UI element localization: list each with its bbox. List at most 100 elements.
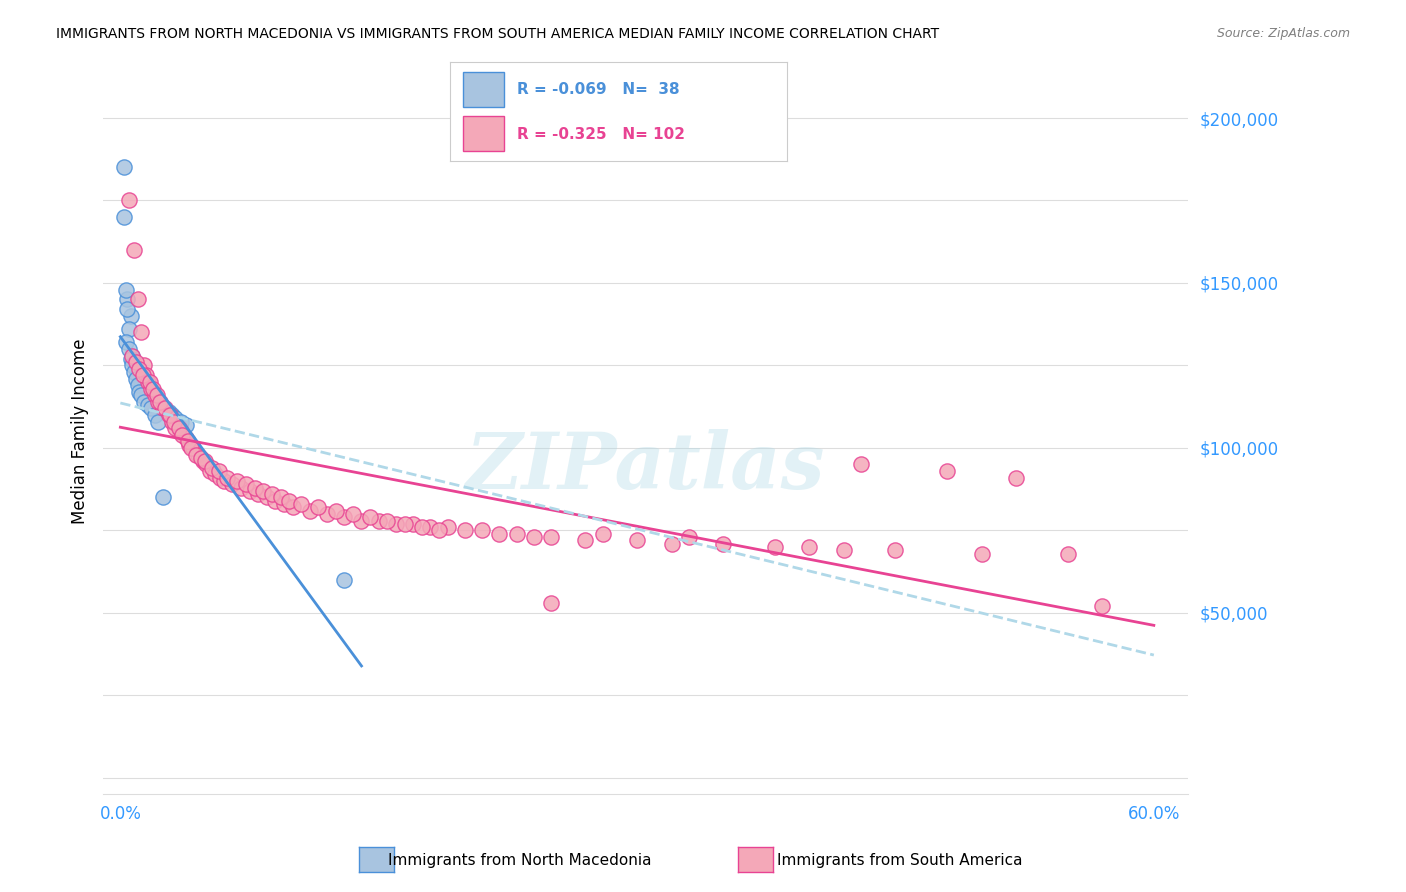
Text: R = -0.069   N=  38: R = -0.069 N= 38	[517, 82, 681, 97]
Point	[427, 524, 450, 538]
Text: IMMIGRANTS FROM NORTH MACEDONIA VS IMMIGRANTS FROM SOUTH AMERICA MEDIAN FAMILY I: IMMIGRANTS FROM NORTH MACEDONIA VS IMMIG…	[56, 27, 939, 41]
Point	[143, 392, 166, 406]
Point	[148, 394, 170, 409]
Point	[149, 394, 172, 409]
Point	[763, 540, 786, 554]
Point	[281, 500, 304, 515]
Point	[367, 514, 389, 528]
Point	[325, 503, 347, 517]
Point	[148, 398, 170, 412]
Bar	[464, 72, 503, 107]
Point	[142, 382, 165, 396]
Point	[1091, 599, 1114, 614]
Point	[1005, 470, 1028, 484]
Point	[121, 359, 143, 373]
Point	[342, 507, 364, 521]
Point	[129, 375, 152, 389]
Point	[270, 491, 292, 505]
Text: Immigrants from South America: Immigrants from South America	[778, 854, 1022, 868]
Point	[307, 500, 329, 515]
Point	[174, 431, 197, 445]
Point	[127, 368, 149, 383]
Point	[125, 355, 148, 369]
Point	[143, 388, 166, 402]
Point	[523, 530, 546, 544]
Point	[128, 361, 150, 376]
Point	[141, 388, 163, 402]
Y-axis label: Median Family Income: Median Family Income	[72, 339, 89, 524]
Point	[122, 355, 145, 369]
Point	[201, 460, 224, 475]
Point	[402, 516, 425, 531]
Point	[970, 547, 993, 561]
Point	[159, 408, 181, 422]
Point	[187, 448, 209, 462]
Point	[247, 487, 270, 501]
Point	[436, 520, 458, 534]
Point	[138, 375, 160, 389]
Point	[235, 477, 257, 491]
Point	[212, 474, 235, 488]
Point	[273, 497, 295, 511]
Point	[181, 441, 204, 455]
Point	[419, 520, 441, 534]
Point	[117, 293, 139, 307]
Point	[1056, 547, 1078, 561]
Point	[217, 470, 239, 484]
Point	[298, 503, 321, 517]
Point	[132, 368, 155, 383]
Point	[394, 516, 416, 531]
Point	[127, 293, 149, 307]
Point	[118, 342, 141, 356]
Point	[172, 427, 194, 442]
Point	[195, 458, 218, 472]
Point	[148, 415, 170, 429]
Point	[375, 514, 398, 528]
Point	[936, 464, 959, 478]
Point	[411, 520, 433, 534]
Point	[112, 210, 135, 224]
Point	[849, 458, 872, 472]
Point	[191, 454, 214, 468]
Point	[121, 349, 143, 363]
Point	[129, 326, 152, 340]
Text: Immigrants from North Macedonia: Immigrants from North Macedonia	[388, 854, 652, 868]
Point	[204, 467, 226, 482]
Point	[221, 477, 243, 491]
Point	[141, 382, 163, 396]
Point	[194, 454, 217, 468]
Point	[135, 368, 157, 383]
Text: Source: ZipAtlas.com: Source: ZipAtlas.com	[1216, 27, 1350, 40]
Point	[488, 526, 510, 541]
Point	[118, 322, 141, 336]
Point	[135, 382, 157, 396]
Point	[661, 536, 683, 550]
Point	[385, 516, 408, 531]
Point	[243, 481, 266, 495]
Point	[180, 441, 202, 455]
Point	[592, 526, 614, 541]
Point	[125, 372, 148, 386]
Point	[152, 401, 174, 416]
Point	[167, 421, 190, 435]
Point	[122, 365, 145, 379]
Point	[179, 437, 201, 451]
Point	[626, 533, 648, 548]
Point	[152, 491, 174, 505]
Text: ZIPatlas: ZIPatlas	[465, 429, 825, 506]
Point	[454, 524, 477, 538]
Point	[278, 493, 301, 508]
Point	[799, 540, 821, 554]
Point	[121, 349, 143, 363]
Point	[129, 388, 152, 402]
Point	[290, 497, 312, 511]
Point	[260, 487, 283, 501]
Bar	[464, 117, 503, 151]
Point	[209, 470, 232, 484]
Point	[157, 408, 180, 422]
Point	[120, 309, 142, 323]
Point	[145, 388, 167, 402]
Point	[141, 401, 163, 416]
Point	[198, 464, 221, 478]
Point	[238, 483, 260, 498]
